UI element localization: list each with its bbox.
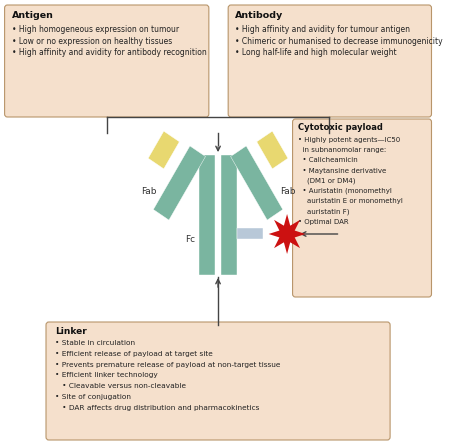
Text: • Low or no expression on healthy tissues: • Low or no expression on healthy tissue… bbox=[12, 36, 172, 45]
Text: Antigen: Antigen bbox=[12, 11, 54, 20]
Polygon shape bbox=[269, 214, 305, 254]
Text: • Efficient linker technology: • Efficient linker technology bbox=[55, 372, 158, 378]
Text: Fab: Fab bbox=[141, 187, 156, 196]
Text: • Prevents premature release of payload at non-target tissue: • Prevents premature release of payload … bbox=[55, 362, 281, 368]
Bar bbox=[237, 228, 263, 239]
Text: • High homogeneous expression on tumour: • High homogeneous expression on tumour bbox=[12, 25, 179, 34]
Text: auristatin E or monomethyl: auristatin E or monomethyl bbox=[298, 198, 403, 204]
Text: • Highly potent agents—IC50: • Highly potent agents—IC50 bbox=[298, 137, 401, 143]
Text: • Cleavable versus non-cleavable: • Cleavable versus non-cleavable bbox=[55, 383, 186, 389]
Text: • DAR affects drug distribution and pharmacokinetics: • DAR affects drug distribution and phar… bbox=[55, 405, 260, 411]
Text: • Chimeric or humanised to decrease immunogenicity: • Chimeric or humanised to decrease immu… bbox=[235, 36, 442, 45]
Text: • Optimal DAR: • Optimal DAR bbox=[298, 218, 349, 225]
Text: Fc: Fc bbox=[185, 235, 195, 244]
Text: • Auristatin (monomethyl: • Auristatin (monomethyl bbox=[298, 188, 392, 194]
Text: Antibody: Antibody bbox=[235, 11, 283, 20]
Bar bbox=[199, 155, 215, 275]
Bar bbox=[221, 155, 237, 275]
FancyBboxPatch shape bbox=[292, 119, 431, 297]
FancyBboxPatch shape bbox=[5, 5, 209, 117]
Text: Cytotoxic payload: Cytotoxic payload bbox=[298, 123, 383, 132]
Text: (DM1 or DM4): (DM1 or DM4) bbox=[298, 178, 356, 184]
FancyBboxPatch shape bbox=[228, 5, 431, 117]
Text: Linker: Linker bbox=[55, 327, 87, 336]
Text: • High affinity and avidity for tumour antigen: • High affinity and avidity for tumour a… bbox=[235, 25, 410, 34]
Polygon shape bbox=[231, 146, 283, 220]
Text: • High affinity and avidity for antibody recognition: • High affinity and avidity for antibody… bbox=[12, 48, 207, 57]
Text: • Stable in circulation: • Stable in circulation bbox=[55, 340, 136, 346]
Text: auristatin F): auristatin F) bbox=[298, 208, 350, 215]
Text: Fab: Fab bbox=[281, 187, 296, 196]
Polygon shape bbox=[148, 131, 179, 169]
Text: • Calicheamicin: • Calicheamicin bbox=[298, 158, 358, 163]
Text: • Site of conjugation: • Site of conjugation bbox=[55, 394, 131, 400]
Polygon shape bbox=[153, 146, 206, 220]
Text: • Maytansine derivative: • Maytansine derivative bbox=[298, 168, 386, 174]
Text: • Long half-life and high molecular weight: • Long half-life and high molecular weig… bbox=[235, 48, 396, 57]
FancyBboxPatch shape bbox=[46, 322, 390, 440]
Text: in subnanomolar range:: in subnanomolar range: bbox=[298, 147, 386, 153]
Polygon shape bbox=[257, 131, 288, 169]
Text: • Efficient release of payload at target site: • Efficient release of payload at target… bbox=[55, 351, 213, 357]
